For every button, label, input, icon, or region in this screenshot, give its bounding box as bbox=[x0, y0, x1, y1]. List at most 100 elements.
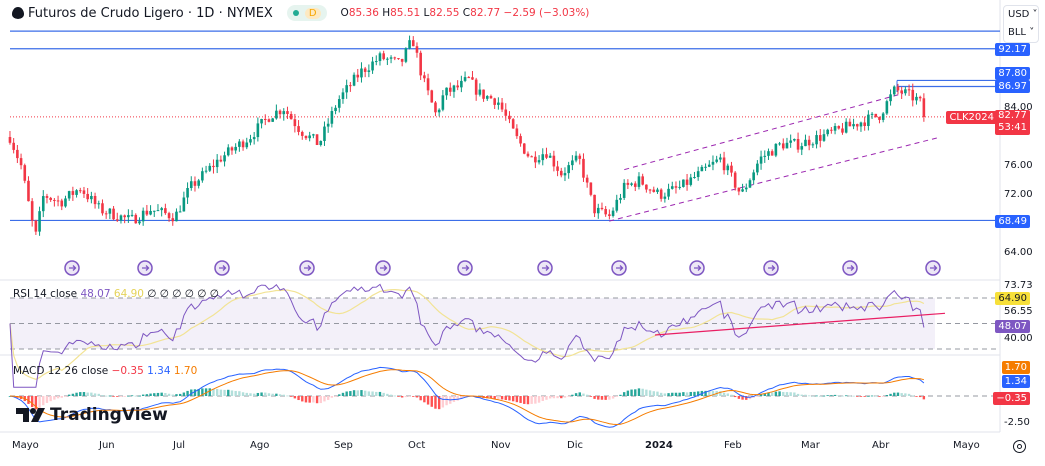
macd-histogram-bar bbox=[841, 395, 844, 397]
macd-histogram-bar bbox=[38, 396, 41, 409]
price-tick: 84.00 bbox=[1004, 102, 1033, 113]
macd-histogram-bar bbox=[160, 392, 163, 396]
macd-histogram-bar bbox=[437, 396, 441, 410]
macd-histogram-bar bbox=[156, 392, 160, 396]
macd-histogram-bar bbox=[630, 389, 633, 396]
candle-body bbox=[27, 180, 30, 202]
rsi-ma-label: 64.90 bbox=[995, 292, 1030, 305]
candle-body bbox=[452, 85, 456, 92]
macd-histogram-bar bbox=[504, 396, 507, 401]
candle-body bbox=[337, 99, 341, 108]
candle-body bbox=[741, 189, 744, 192]
macd-histogram-bar bbox=[404, 396, 408, 398]
candle-body bbox=[127, 215, 130, 218]
candle-body bbox=[548, 155, 552, 158]
candle-body bbox=[608, 214, 611, 216]
candle-body bbox=[800, 146, 804, 150]
macd-histogram-bar bbox=[141, 394, 145, 396]
candle-body bbox=[711, 161, 715, 165]
macd-histogram-bar bbox=[178, 393, 182, 396]
candle-body bbox=[870, 113, 874, 115]
candle-body bbox=[537, 160, 541, 163]
time-tick: Abr bbox=[872, 440, 890, 451]
settings-icon[interactable] bbox=[1013, 440, 1026, 453]
macd-histogram-bar bbox=[197, 389, 200, 396]
candle-body bbox=[600, 207, 604, 210]
candle-body bbox=[97, 203, 101, 205]
arrow-right-icon bbox=[768, 265, 776, 271]
candle-body bbox=[626, 182, 630, 185]
rsi-legend[interactable]: RSI 14 close 48.07 64.90 ∅ ∅ ∅ ∅ ∅ ∅ bbox=[13, 288, 219, 300]
macd-histogram-bar bbox=[641, 388, 644, 396]
macd-legend[interactable]: MACD 12 26 close −0.35 1.34 1.70 bbox=[13, 365, 198, 377]
macd-histogram-bar bbox=[49, 396, 52, 402]
candle-body bbox=[252, 137, 256, 140]
candle-body bbox=[889, 94, 892, 102]
candle-body bbox=[589, 182, 593, 195]
macd-histogram-bar bbox=[267, 393, 271, 396]
macd-histogram-bar bbox=[552, 396, 556, 399]
candle-body bbox=[530, 156, 533, 158]
candle-body bbox=[82, 190, 86, 194]
candle-body bbox=[855, 124, 859, 127]
candle-body bbox=[130, 214, 134, 216]
macd-histogram-bar bbox=[426, 396, 430, 405]
candle-body bbox=[423, 75, 426, 79]
macd-histogram-bar bbox=[730, 394, 733, 396]
candle-body bbox=[578, 155, 582, 159]
macd-histogram-bar bbox=[671, 392, 674, 396]
candle-body bbox=[511, 119, 515, 129]
macd-histogram-bar bbox=[519, 396, 522, 403]
candle-body bbox=[71, 191, 75, 195]
candle-body bbox=[282, 111, 286, 115]
macd-histogram-bar bbox=[360, 390, 363, 396]
macd-histogram-bar bbox=[604, 396, 607, 400]
candle-body bbox=[397, 58, 400, 60]
candle-body bbox=[830, 129, 833, 131]
currency-unit-selector[interactable]: USD ˅ BLL ˅ bbox=[1003, 5, 1039, 43]
candle-body bbox=[841, 128, 844, 133]
macd-histogram-bar bbox=[822, 395, 826, 397]
macd-histogram-bar bbox=[304, 396, 308, 403]
candle-body bbox=[722, 157, 726, 171]
macd-histogram-bar bbox=[312, 396, 315, 403]
unit-select[interactable]: BLL ˅ bbox=[1008, 27, 1035, 38]
candle-body bbox=[212, 165, 215, 168]
macd-histogram-bar bbox=[645, 389, 648, 396]
market-status-badge[interactable]: D bbox=[286, 5, 327, 21]
arrow-right-icon bbox=[304, 265, 312, 271]
macd-histogram-bar bbox=[201, 388, 204, 396]
chart-header: Futuros de Crudo Ligero · 1D · NYMEX D O… bbox=[12, 5, 589, 21]
candle-body bbox=[230, 147, 234, 151]
macd-histogram-bar bbox=[637, 388, 641, 396]
candle-body bbox=[201, 171, 204, 181]
arrow-right-icon bbox=[462, 265, 470, 271]
macd-label: 1.34 bbox=[1001, 375, 1030, 388]
arrow-right-icon bbox=[542, 265, 550, 271]
candle-body bbox=[67, 191, 71, 199]
candle-body bbox=[445, 87, 448, 96]
candle-body bbox=[289, 113, 293, 120]
candle-body bbox=[867, 114, 870, 127]
macd-histogram-bar bbox=[563, 396, 567, 398]
candle-body bbox=[23, 165, 27, 181]
macd-histogram-bar bbox=[589, 396, 593, 397]
candle-body bbox=[267, 119, 271, 122]
arrow-right-icon bbox=[694, 265, 702, 271]
macd-histogram-bar bbox=[556, 396, 559, 399]
candle-body bbox=[386, 58, 389, 60]
candle-body bbox=[30, 201, 34, 221]
candle-body bbox=[286, 111, 289, 114]
arrow-right-icon bbox=[142, 265, 150, 271]
candle-body bbox=[911, 89, 915, 101]
candle-body bbox=[793, 138, 796, 141]
candle-body bbox=[460, 80, 463, 88]
candle-body bbox=[652, 189, 656, 192]
candle-body bbox=[263, 118, 267, 120]
currency-select[interactable]: USD ˅ bbox=[1008, 9, 1038, 20]
candle-body bbox=[234, 146, 237, 151]
candle-body bbox=[323, 126, 326, 141]
symbol-title[interactable]: Futuros de Crudo Ligero · 1D · NYMEX bbox=[28, 5, 273, 21]
candle-body bbox=[663, 196, 667, 199]
